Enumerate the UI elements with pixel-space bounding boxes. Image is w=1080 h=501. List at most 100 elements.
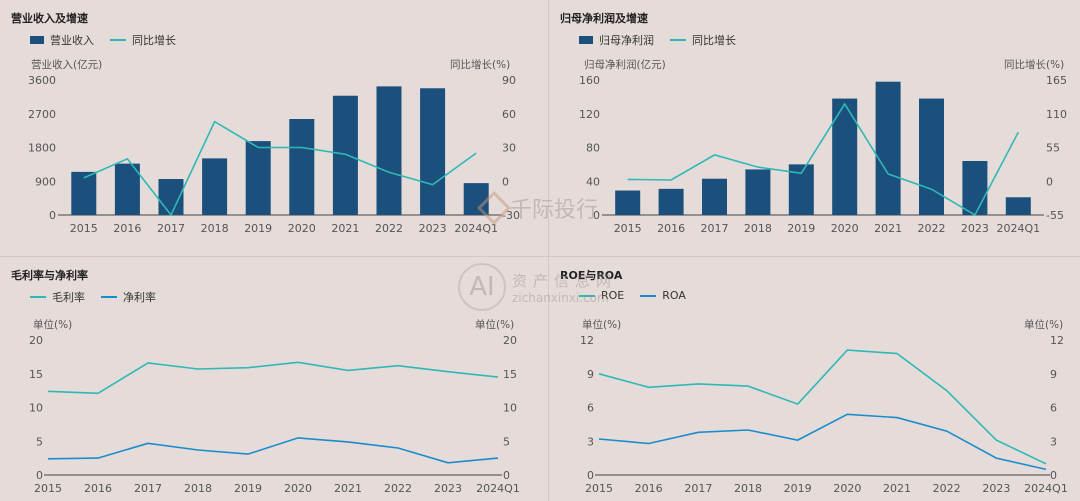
- y-tick-label: 20: [29, 334, 43, 347]
- panel-title: 毛利率与净利率: [11, 269, 88, 282]
- x-tick-label: 2019: [234, 482, 262, 495]
- bar: [875, 81, 901, 215]
- y2-tick-label: 55: [1046, 142, 1060, 155]
- y-tick-label: 40: [586, 175, 600, 188]
- x-tick-label: 2017: [684, 482, 712, 495]
- line-swatch: [30, 296, 46, 298]
- bar: [615, 190, 641, 215]
- x-tick-label: 2023: [434, 482, 462, 495]
- x-tick-label: 2020: [288, 222, 316, 235]
- y2-tick-label: 10: [503, 402, 517, 415]
- series-line: [598, 413, 1047, 471]
- legend: 毛利率 净利率: [30, 289, 156, 305]
- legend: ROE ROA: [579, 289, 686, 302]
- y2-tick-label: 3: [1050, 435, 1057, 448]
- line-swatch: [110, 39, 126, 41]
- x-tick-label: 2021: [331, 222, 359, 235]
- y-tick-label: 3600: [28, 74, 56, 87]
- y2-tick-label: 90: [502, 74, 516, 87]
- x-tick-label: 2023: [961, 222, 989, 235]
- x-tick-label: 2019: [244, 222, 272, 235]
- legend-label: 归母净利润: [599, 34, 654, 47]
- x-tick-label: 2024Q1: [476, 482, 520, 495]
- margin-chart: 0 5 10 15 20 0 5 10 15 20 2015 2016 2017 2018 2019 2020…: [29, 334, 520, 495]
- x-tick-label: 2022: [375, 222, 403, 235]
- series-line: [627, 102, 1020, 217]
- x-tick-label: 2015: [585, 482, 613, 495]
- series-line: [47, 361, 499, 395]
- y-tick-label: 5: [36, 435, 43, 448]
- left-axis-unit: 单位(%): [582, 319, 622, 331]
- left-axis-unit: 营业收入(亿元): [31, 59, 103, 71]
- y2-tick-label: 9: [1050, 368, 1057, 381]
- panel-title: 营业收入及增速: [11, 12, 88, 25]
- y-tick-label: 160: [579, 74, 600, 87]
- right-axis-unit: 单位(%): [475, 319, 515, 331]
- y-tick-label: 12: [580, 334, 594, 347]
- series-line: [83, 120, 477, 217]
- bar: [702, 178, 727, 215]
- x-tick-label: 2015: [70, 222, 98, 235]
- panel-title: 归母净利润及增速: [560, 12, 648, 25]
- x-tick-label: 2023: [982, 482, 1010, 495]
- y-tick-label: 0: [36, 469, 43, 482]
- y2-tick-label: 0: [1050, 469, 1057, 482]
- legend-item-line: 同比增长: [110, 32, 176, 48]
- bar-swatch: [579, 36, 593, 44]
- y-tick-label: 0: [593, 209, 600, 222]
- x-tick-label: 2020: [833, 482, 861, 495]
- x-tick-label: 2019: [787, 222, 815, 235]
- x-tick-label: 2018: [744, 222, 772, 235]
- left-axis-unit: 单位(%): [33, 319, 73, 331]
- net-profit-chart: 0 40 80 120 160 -55 0 55 110 165 2015 2016 2017 2018 2…: [579, 74, 1067, 235]
- y2-tick-label: 5: [503, 435, 510, 448]
- y-tick-label: 3: [587, 435, 594, 448]
- bar: [420, 88, 446, 215]
- x-tick-label: 2019: [784, 482, 812, 495]
- margin-panel: 毛利率与净利率 毛利率 净利率 单位(%) 单位(%) 0 5 10 15 20 0 5 10…: [0, 257, 548, 501]
- x-tick-label: 2017: [157, 222, 185, 235]
- legend-item-line: ROE: [579, 289, 624, 302]
- legend-label: 同比增长: [132, 34, 176, 47]
- x-tick-label: 2018: [184, 482, 212, 495]
- x-tick-label: 2018: [201, 222, 229, 235]
- x-tick-label: 2016: [113, 222, 141, 235]
- revenue-chart: 0 900 1800 2700 3600 -30 0 30 60 90 2015 2016 2017 20…: [28, 74, 520, 235]
- y-tick-label: 0: [587, 469, 594, 482]
- y-tick-label: 2700: [28, 108, 56, 121]
- line-swatch: [670, 39, 686, 41]
- series-line: [47, 437, 499, 464]
- legend-label: 营业收入: [50, 34, 94, 47]
- series-line: [598, 349, 1047, 465]
- y2-tick-label: 20: [503, 334, 517, 347]
- bar-swatch: [30, 36, 44, 44]
- bar: [202, 158, 228, 215]
- x-tick-label: 2018: [734, 482, 762, 495]
- bar: [962, 161, 988, 215]
- right-axis-unit: 单位(%): [1024, 319, 1064, 331]
- x-tick-label: 2015: [34, 482, 62, 495]
- net-profit-panel: 归母净利润及增速 归母净利润 同比增长 归母净利润(亿元) 同比增长(%) 0 4…: [549, 0, 1080, 256]
- y-tick-label: 9: [587, 368, 594, 381]
- bar: [245, 141, 271, 215]
- legend-label: ROA: [662, 289, 686, 302]
- x-tick-label: 2017: [134, 482, 162, 495]
- y-tick-label: 6: [587, 402, 594, 415]
- legend-item-line: 净利率: [101, 289, 156, 305]
- y2-tick-label: -30: [502, 209, 520, 222]
- x-tick-label: 2022: [918, 222, 946, 235]
- bar: [658, 188, 684, 215]
- horizontal-divider: [0, 256, 1080, 257]
- x-tick-label: 2015: [614, 222, 642, 235]
- line-swatch: [640, 294, 657, 297]
- roe-roa-panel: ROE与ROA ROE ROA 单位(%) 单位(%) 0 3 6 9 12 0 3 6 9 12…: [549, 257, 1080, 501]
- legend-label: 毛利率: [52, 291, 85, 304]
- line-swatch: [101, 296, 117, 298]
- legend-item-line: ROA: [640, 289, 686, 302]
- x-tick-label: 2016: [635, 482, 663, 495]
- bar: [463, 183, 489, 215]
- legend-item-line: 毛利率: [30, 289, 85, 305]
- x-tick-label: 2024Q1: [454, 222, 498, 235]
- bar: [919, 98, 944, 215]
- legend-item-bar: 归母净利润: [579, 32, 654, 48]
